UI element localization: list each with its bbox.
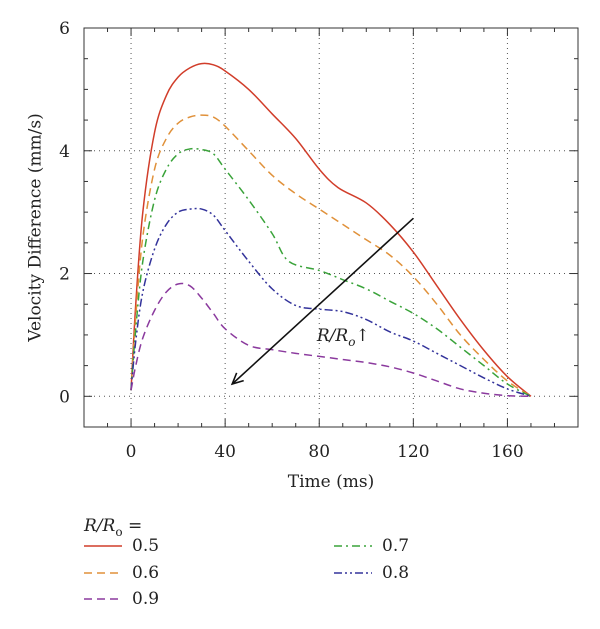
y-axis-label: Velocity Difference (mm/s) — [26, 113, 46, 343]
x-tick-label: 160 — [491, 442, 523, 462]
legend-label-0-9: 0.9 — [132, 589, 159, 609]
series-line-0-5 — [130, 62, 532, 397]
y-tick-label: 2 — [59, 265, 70, 285]
legend: R/Ro = 0.5 0.6 0.9 0.7 0.8 — [83, 516, 409, 609]
legend-title-suffix: = — [123, 516, 143, 536]
legend-label-0-5: 0.5 — [132, 536, 159, 556]
plot-frame — [83, 27, 579, 428]
series-line-0-7 — [130, 147, 532, 397]
axis-ticks: 0 40 80 120 160 0 2 4 6 — [59, 19, 579, 462]
y-tick-label: 6 — [59, 19, 70, 39]
x-tick-label: 80 — [308, 442, 330, 462]
legend-title-subscript: o — [115, 525, 122, 539]
x-tick-label: 120 — [397, 442, 429, 462]
legend-label-0-7: 0.7 — [382, 536, 409, 556]
grid — [84, 28, 578, 427]
series-line-0-6 — [130, 114, 532, 397]
y-tick-label: 0 — [59, 387, 70, 407]
series-line-0-8 — [130, 207, 532, 398]
trend-arrow-head — [230, 372, 244, 386]
x-tick-label: 40 — [214, 442, 236, 462]
trend-annotation: R/Ro↑ — [230, 217, 414, 386]
series-line-0-9 — [130, 282, 531, 398]
legend-title-ratio: R/R — [83, 516, 116, 536]
y-tick-label: 4 — [59, 142, 70, 162]
annotation-ratio: R/R — [316, 326, 349, 346]
legend-title: R/Ro = — [83, 516, 142, 539]
annotation-subscript: o — [348, 335, 355, 349]
legend-label-0-8: 0.8 — [382, 563, 409, 583]
up-arrow-icon: ↑ — [355, 326, 369, 346]
x-axis-label: Time (ms) — [288, 472, 374, 492]
series-lines — [130, 62, 532, 398]
legend-label-0-6: 0.6 — [132, 563, 159, 583]
legend-items: 0.5 0.6 0.9 0.7 0.8 — [84, 536, 409, 609]
x-tick-label: 0 — [126, 442, 137, 462]
trend-annotation-label: R/Ro↑ — [316, 326, 370, 349]
trend-arrow — [231, 217, 414, 385]
